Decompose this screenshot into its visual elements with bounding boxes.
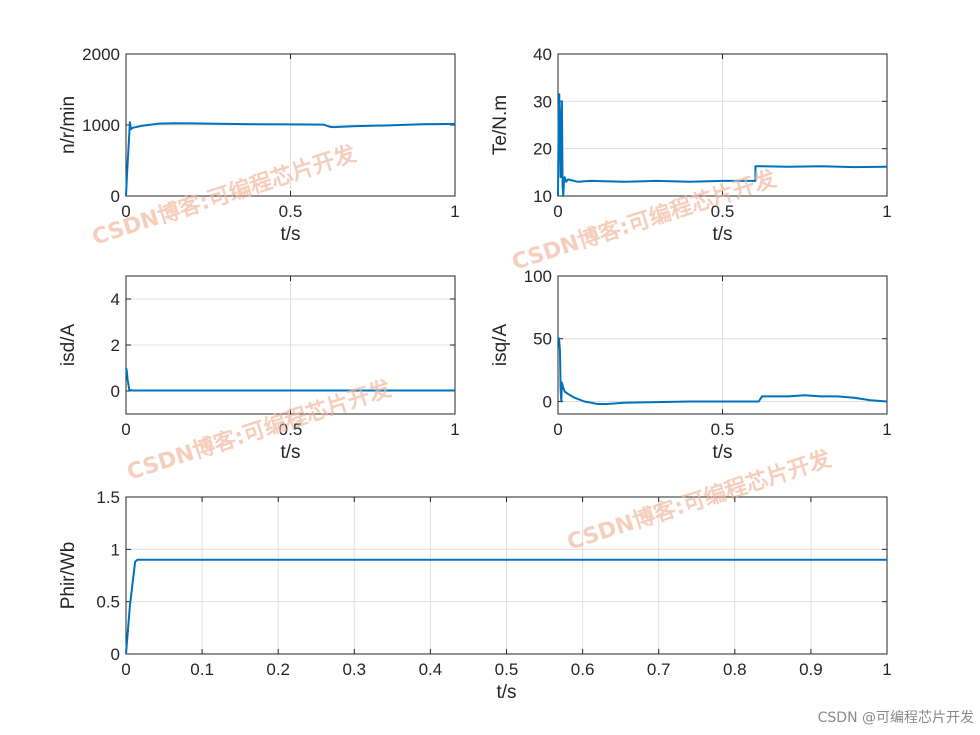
series-line — [557, 93, 888, 197]
x-tick-label: 0.6 — [571, 660, 595, 679]
y-axis-label: Phir/Wb — [58, 542, 79, 610]
x-tick-label: 0.3 — [342, 660, 366, 679]
y-axis-label: Te/N.m — [490, 95, 511, 155]
y-tick-label: 0 — [111, 382, 120, 401]
y-tick-label: 2000 — [82, 45, 120, 64]
series-line — [125, 121, 456, 197]
plot-frame — [557, 275, 888, 415]
subplot-3: 0 0.5 1 0 2 4 t/s isd/A — [58, 275, 460, 463]
x-tick-label: 0.1 — [190, 660, 214, 679]
y-axis-label: n/r/min — [58, 96, 79, 154]
plot-frame — [125, 53, 456, 197]
y-tick-label: 100 — [524, 267, 552, 286]
x-tick-label: 0.5 — [279, 202, 303, 221]
x-tick-label: 0 — [553, 202, 562, 221]
y-tick-label: 1.5 — [96, 488, 120, 507]
x-tick-label: 0 — [553, 420, 562, 439]
y-axis-label: isd/A — [58, 324, 79, 367]
y-tick-label: 4 — [111, 290, 120, 309]
x-axis-label: t/s — [712, 442, 732, 463]
x-tick-label: 1 — [882, 660, 891, 679]
x-tick-label: 0 — [121, 420, 130, 439]
y-tick-label: 1 — [111, 540, 120, 559]
plot-frame — [125, 496, 888, 655]
y-tick-label: 0.5 — [96, 593, 120, 612]
y-tick-label: 2 — [111, 336, 120, 355]
x-tick-label: 0 — [121, 660, 130, 679]
y-tick-label: 0 — [543, 392, 552, 411]
x-axis-label: t/s — [712, 224, 732, 245]
y-axis-label: isq/A — [490, 324, 511, 367]
x-tick-label: 0.5 — [495, 660, 519, 679]
subplot-1: 0 0.5 1 0 1000 2000 t/s n/r/min — [58, 45, 460, 245]
x-axis-label: t/s — [280, 224, 300, 245]
x-tick-label: 1 — [450, 420, 459, 439]
plot-frame — [125, 275, 456, 415]
x-axis-label: t/s — [280, 442, 300, 463]
y-tick-label: 50 — [533, 330, 552, 349]
y-tick-label: 40 — [533, 45, 552, 64]
series-line — [557, 336, 888, 405]
x-tick-label: 0.9 — [799, 660, 823, 679]
subplot-2: 0 0.5 1 10 20 30 40 t/s Te/N.m — [490, 45, 892, 245]
y-tick-label: 1000 — [82, 116, 120, 135]
x-tick-label: 0.5 — [279, 420, 303, 439]
footer-credit: CSDN @可编程芯片开发 — [817, 710, 974, 726]
y-tick-label: 10 — [533, 187, 552, 206]
x-tick-label: 1 — [882, 420, 891, 439]
x-tick-label: 0.4 — [419, 660, 443, 679]
y-tick-label: 20 — [533, 140, 552, 159]
x-tick-label: 0.2 — [266, 660, 290, 679]
y-tick-label: 0 — [111, 645, 120, 664]
y-tick-label: 0 — [111, 187, 120, 206]
series-line — [125, 558, 887, 655]
x-axis-label: t/s — [496, 682, 516, 703]
subplot-5: 0 0.1 0.2 0.3 0.4 0.5 0.6 0.7 0.8 0.9 1 0 0.5 1 1.5 t/s… — [58, 488, 892, 703]
x-tick-label: 0 — [121, 202, 130, 221]
x-tick-label: 0.8 — [723, 660, 747, 679]
x-tick-label: 1 — [882, 202, 891, 221]
subplot-4: 0 0.5 1 0 50 100 t/s isq/A — [490, 267, 892, 463]
x-tick-label: 0.5 — [711, 202, 735, 221]
x-tick-label: 0.7 — [647, 660, 671, 679]
x-tick-label: 0.5 — [711, 420, 735, 439]
x-tick-label: 1 — [450, 202, 459, 221]
y-tick-label: 30 — [533, 92, 552, 111]
series-line — [125, 367, 455, 392]
